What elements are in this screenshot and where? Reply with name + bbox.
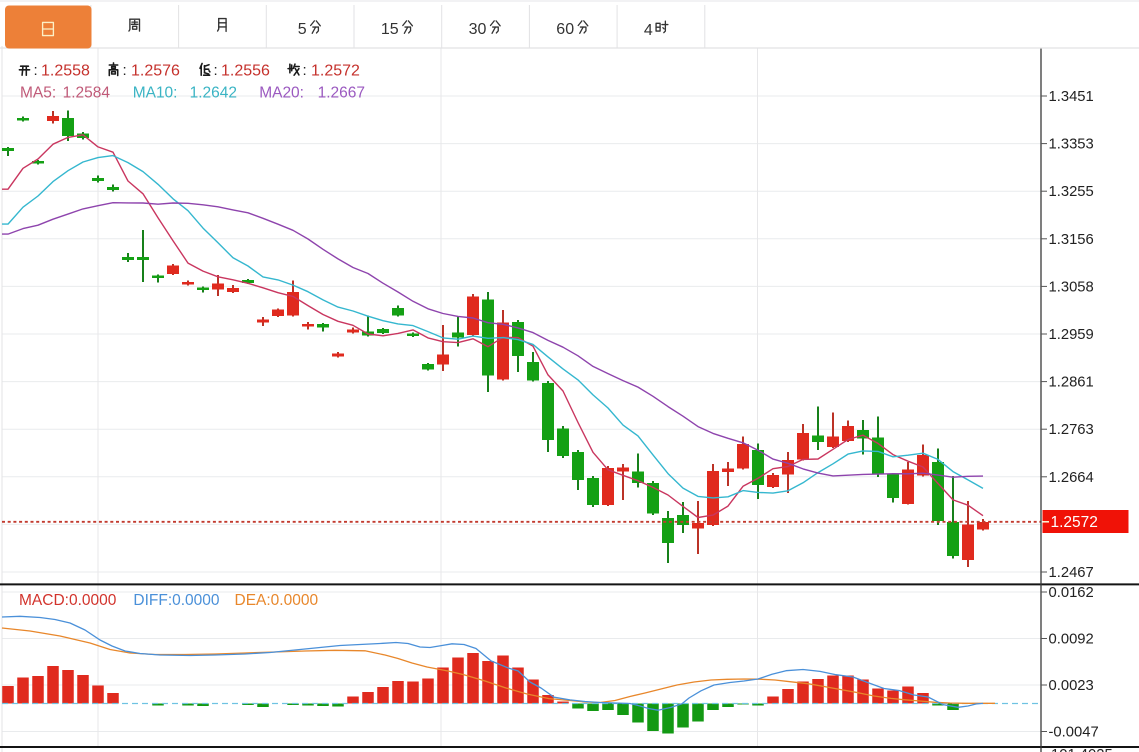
svg-text:60: 60 [556, 21, 574, 38]
svg-text:1.2664: 1.2664 [1049, 470, 1094, 486]
svg-text:1.3058: 1.3058 [1049, 279, 1094, 295]
svg-text:1.3255: 1.3255 [1049, 184, 1094, 200]
svg-text:MA5:: MA5: [20, 85, 56, 102]
svg-text:1.2467: 1.2467 [1049, 565, 1094, 581]
svg-text::: : [123, 62, 127, 79]
svg-text:1.2584: 1.2584 [63, 85, 111, 102]
svg-text:0.0162: 0.0162 [1049, 585, 1094, 601]
svg-text:1.2763: 1.2763 [1049, 422, 1094, 438]
svg-text::: : [303, 62, 307, 79]
svg-text:1.2861: 1.2861 [1049, 375, 1094, 391]
svg-text:1.2556: 1.2556 [221, 63, 270, 80]
svg-text:0.0023: 0.0023 [1049, 678, 1094, 694]
svg-text::: : [214, 62, 218, 79]
svg-text:1.3353: 1.3353 [1049, 137, 1094, 153]
svg-text:1.2572: 1.2572 [1051, 514, 1098, 531]
svg-text:1.2642: 1.2642 [190, 85, 237, 102]
svg-text:15: 15 [381, 21, 399, 38]
svg-text:DIFF:0.0000: DIFF:0.0000 [133, 592, 220, 609]
svg-text:5: 5 [298, 21, 307, 38]
svg-text:1.3451: 1.3451 [1049, 89, 1094, 105]
svg-text:0.0092: 0.0092 [1049, 632, 1094, 648]
svg-text:DEA:0.0000: DEA:0.0000 [235, 592, 319, 609]
svg-text:4: 4 [644, 22, 653, 39]
svg-text:MA20:: MA20: [259, 85, 304, 102]
svg-text:MA10:: MA10: [133, 85, 178, 102]
svg-text:1.2576: 1.2576 [131, 63, 180, 80]
svg-text:101.4025: 101.4025 [1051, 747, 1113, 752]
svg-text:MACD:0.0000: MACD:0.0000 [19, 592, 117, 609]
svg-text:1.2959: 1.2959 [1049, 327, 1094, 343]
svg-text:1.2667: 1.2667 [318, 85, 365, 102]
svg-text:1.2572: 1.2572 [311, 63, 360, 80]
svg-text:-0.0047: -0.0047 [1049, 725, 1099, 741]
svg-text:1.2558: 1.2558 [41, 63, 90, 80]
svg-text:1.3156: 1.3156 [1049, 232, 1094, 248]
svg-text::: : [34, 62, 38, 79]
svg-text:30: 30 [469, 21, 487, 38]
